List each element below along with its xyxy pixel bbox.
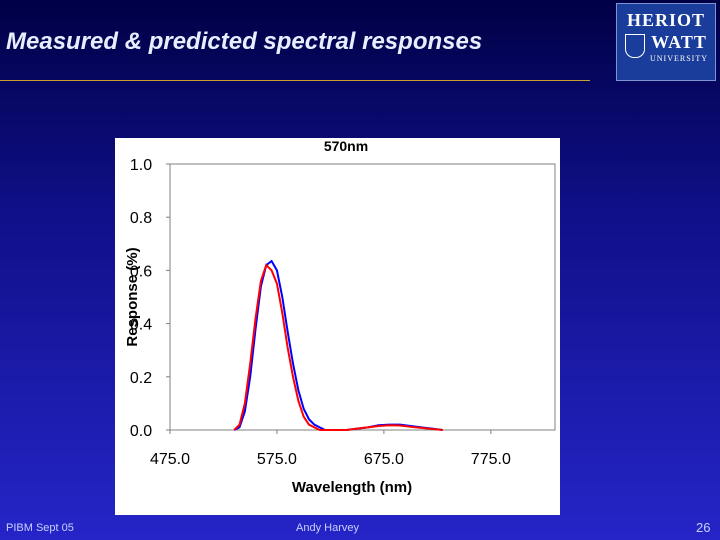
y-tick-label: 1.0 xyxy=(130,157,152,174)
slide-title: Measured & predicted spectral responses xyxy=(6,28,483,55)
chart-background xyxy=(115,138,560,515)
logo-text: WATT xyxy=(651,32,707,52)
logo-text: UNIVERSITY xyxy=(650,54,708,63)
y-tick-label: 0.6 xyxy=(130,263,152,280)
plot-frame xyxy=(169,163,556,431)
x-tick-label: 575.0 xyxy=(257,451,297,468)
y-tick-label: 0.2 xyxy=(130,370,152,387)
logo-text: HERIOT xyxy=(626,10,706,30)
chart-title: 570nm xyxy=(324,138,368,154)
x-tick-label: 775.0 xyxy=(471,451,511,468)
x-axis-label: Wavelength (nm) xyxy=(292,479,412,496)
series-line xyxy=(233,263,443,431)
x-tick-label: 675.0 xyxy=(364,451,404,468)
logo: HERIOT WATT UNIVERSITY xyxy=(616,3,716,81)
footer-center: Andy Harvey xyxy=(296,522,359,534)
title-rule xyxy=(0,80,590,81)
y-tick-label: 0.8 xyxy=(130,210,152,227)
y-tick-label: 0.0 xyxy=(130,423,152,440)
page-number: 26 xyxy=(696,520,711,535)
footer-left: PIBM Sept 05 xyxy=(6,522,74,534)
y-tick-label: 0.4 xyxy=(130,317,152,334)
y-axis-label: Response (%) xyxy=(124,247,141,346)
logo-crest xyxy=(625,34,645,58)
x-tick-label: 475.0 xyxy=(150,451,190,468)
